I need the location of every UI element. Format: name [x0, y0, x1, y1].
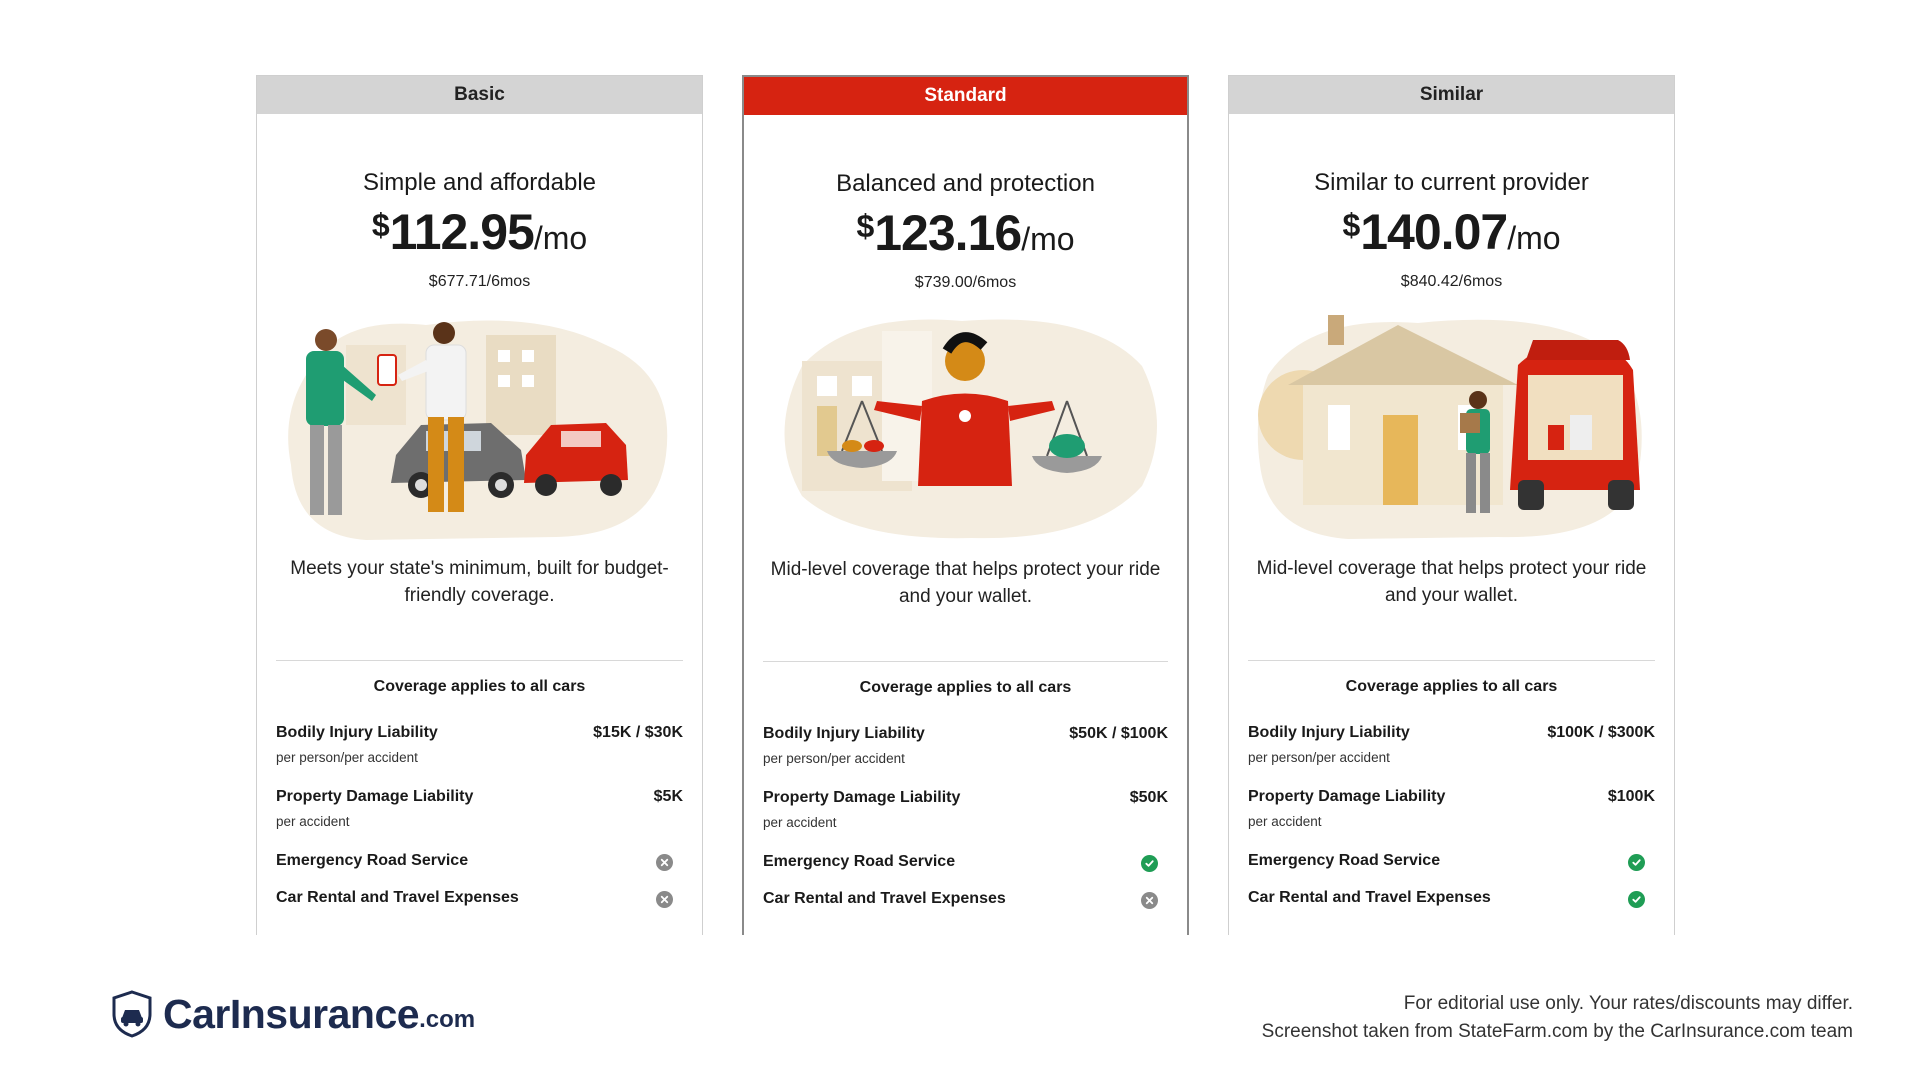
coverage-row-emergency-road: Emergency Road Service	[763, 853, 1168, 890]
coverage-label: Bodily Injury Liability	[1248, 724, 1410, 741]
plan-title: Balanced and protection	[836, 170, 1095, 197]
price-amount: 123.16	[874, 205, 1022, 261]
plan-card-standard[interactable]: Standard Balanced and protection $123.16…	[742, 75, 1189, 935]
plan-card-basic[interactable]: Basic Simple and affordable $112.95/mo $…	[256, 75, 703, 935]
coverage-label: Car Rental and Travel Expenses	[1248, 889, 1491, 906]
coverage-value: $5K	[653, 788, 683, 805]
coverage-heading: Coverage applies to all cars	[859, 679, 1072, 696]
included-check-icon	[1141, 855, 1158, 872]
coverage-row-property-damage: Property Damage Liability per accident $5…	[276, 788, 683, 852]
brand-name: CarInsurance	[163, 990, 420, 1037]
price-currency: $	[371, 207, 390, 243]
six-month-price: $677.71/6mos	[428, 273, 531, 290]
six-month-price: $840.42/6mos	[1400, 273, 1503, 290]
coverage-sublabel: per accident	[276, 814, 350, 829]
note-line-2: Screenshot taken from StateFarm.com by t…	[1261, 1021, 1853, 1042]
coverage-label: Bodily Injury Liability	[276, 724, 438, 741]
coverage-row-car-rental: Car Rental and Travel Expenses	[276, 889, 683, 926]
coverage-list: Bodily Injury Liability per person/per ac…	[1248, 724, 1655, 926]
plan-header: Standard	[744, 77, 1187, 115]
plan-cards: Basic Simple and affordable $112.95/mo $…	[256, 75, 1675, 935]
price-amount: 140.07	[1360, 204, 1508, 260]
note-line-1: For editorial use only. Your rates/disco…	[1403, 993, 1853, 1014]
price-period: /mo	[1507, 220, 1561, 256]
coverage-label: Car Rental and Travel Expenses	[276, 889, 519, 906]
plan-description: Mid-level coverage that helps protect yo…	[1256, 558, 1647, 606]
coverage-heading: Coverage applies to all cars	[1345, 678, 1558, 695]
coverage-sublabel: per person/per accident	[276, 750, 418, 765]
coverage-value: $100K	[1607, 788, 1655, 805]
accident-illustration	[288, 320, 668, 540]
price-period: /mo	[1021, 221, 1075, 257]
shield-car-icon	[112, 990, 152, 1038]
plan-header: Basic	[257, 76, 702, 114]
coverage-row-emergency-road: Emergency Road Service	[276, 852, 683, 889]
coverage-label: Emergency Road Service	[276, 852, 469, 869]
coverage-row-car-rental: Car Rental and Travel Expenses	[763, 890, 1168, 927]
coverage-value: $50K	[1129, 789, 1168, 806]
coverage-label: Car Rental and Travel Expenses	[763, 890, 1006, 907]
coverage-row-emergency-road: Emergency Road Service	[1248, 852, 1655, 889]
divider	[276, 660, 683, 661]
coverage-value: $15K / $30K	[593, 724, 683, 741]
coverage-sublabel: per person/per accident	[763, 751, 905, 766]
monthly-price: $123.16/mo	[744, 208, 1187, 258]
price-currency: $	[1342, 207, 1361, 243]
plan-card-similar[interactable]: Similar Similar to current provider $140…	[1228, 75, 1675, 935]
house-suv-illustration	[1257, 315, 1642, 539]
plan-description: Meets your state's minimum, built for bu…	[290, 558, 669, 606]
plan-description: Mid-level coverage that helps protect yo…	[770, 559, 1161, 607]
coverage-label: Emergency Road Service	[1248, 852, 1441, 869]
coverage-row-bodily-injury: Bodily Injury Liability per person/per ac…	[763, 725, 1168, 789]
coverage-sublabel: per accident	[1248, 814, 1322, 829]
coverage-label: Property Damage Liability	[763, 789, 961, 806]
coverage-label: Property Damage Liability	[1248, 788, 1446, 805]
included-check-icon	[1628, 891, 1645, 908]
coverage-sublabel: per person/per accident	[1248, 750, 1390, 765]
carinsurance-logo: CarInsurance .com	[111, 990, 475, 1038]
coverage-row-property-damage: Property Damage Liability per accident $1…	[1248, 788, 1655, 852]
coverage-row-property-damage: Property Damage Liability per accident $5…	[763, 789, 1168, 853]
coverage-label: Emergency Road Service	[763, 853, 956, 870]
not-included-x-icon	[1141, 892, 1158, 909]
coverage-row-car-rental: Car Rental and Travel Expenses	[1248, 889, 1655, 926]
coverage-label: Bodily Injury Liability	[763, 725, 925, 742]
plan-header: Similar	[1229, 76, 1674, 114]
brand-tld: .com	[419, 1006, 476, 1033]
coverage-list: Bodily Injury Liability per person/per ac…	[763, 725, 1168, 927]
coverage-row-bodily-injury: Bodily Injury Liability per person/per ac…	[276, 724, 683, 788]
plan-title: Simple and affordable	[362, 169, 597, 196]
monthly-price: $140.07/mo	[1229, 207, 1674, 257]
coverage-label: Property Damage Liability	[276, 788, 474, 805]
plan-title: Similar to current provider	[1314, 169, 1589, 196]
coverage-heading: Coverage applies to all cars	[373, 678, 586, 695]
divider	[1248, 660, 1655, 661]
price-period: /mo	[533, 220, 588, 256]
not-included-x-icon	[656, 854, 673, 871]
monthly-price: $112.95/mo	[257, 207, 702, 257]
included-check-icon	[1628, 854, 1645, 871]
coverage-row-bodily-injury: Bodily Injury Liability per person/per ac…	[1248, 724, 1655, 788]
coverage-list: Bodily Injury Liability per person/per ac…	[276, 724, 683, 926]
not-included-x-icon	[656, 891, 673, 908]
coverage-value: $100K / $300K	[1547, 724, 1655, 741]
editorial-note: For editorial use only. Your rates/disco…	[1262, 990, 1853, 1046]
divider	[763, 661, 1168, 662]
price-currency: $	[856, 208, 875, 244]
coverage-value: $50K / $100K	[1069, 725, 1168, 742]
six-month-price: $739.00/6mos	[914, 274, 1017, 291]
balance-scale-illustration	[784, 319, 1157, 539]
coverage-sublabel: per accident	[763, 815, 837, 830]
price-amount: 112.95	[389, 204, 535, 260]
